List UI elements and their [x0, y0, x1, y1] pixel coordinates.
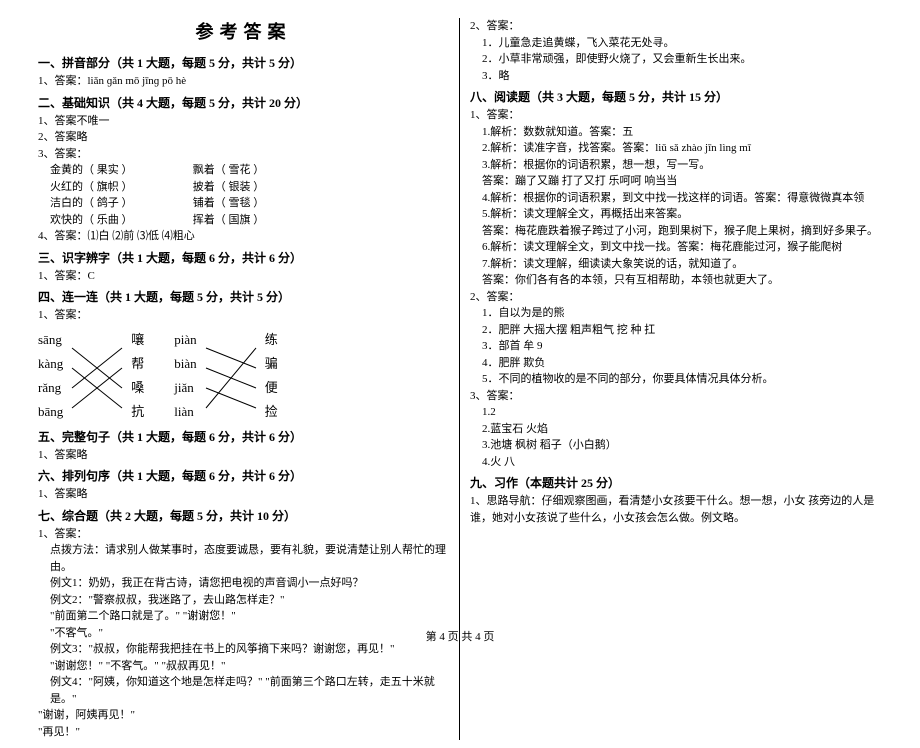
- para: 1.2: [470, 404, 882, 421]
- para: "谢谢您！" "不客气。" "叔叔再见！": [38, 658, 449, 675]
- para: 6.解析：读文理解全文，到文中找一找。答案：梅花鹿能过河，猴子能爬树: [470, 239, 882, 256]
- diagram-left-labels: sāng kàng rǎng bāng: [38, 328, 63, 424]
- para: 2．肥胖 大摇大摆 粗声粗气 挖 种 扛: [470, 322, 882, 339]
- para: 1．自以为是的熊: [470, 305, 882, 322]
- diagram-group-a: sāng kàng rǎng bāng 嚷 帮 嗓 抗: [38, 328, 144, 424]
- answer-line: 1、答案：C: [38, 268, 449, 285]
- para: 2．小草非常顽强，即使野火烧了，又会重新生长出来。: [470, 51, 882, 68]
- para: 7.解析：读文理解，细读读大象笑说的话，就知道了。: [470, 256, 882, 273]
- cross-lines-icon: [201, 336, 261, 416]
- para: 答案：梅花鹿跌着猴子跨过了小河，跑到果树下，猴子爬上果树，摘到好多果子。: [470, 223, 882, 240]
- section-3-head: 三、识字辨字（共 1 大题，每题 6 分，共计 6 分）: [38, 249, 449, 266]
- diagram-right-labels: 练 骗 便 捡: [265, 328, 278, 424]
- cell: 飘着（ 雪花 ）: [193, 164, 265, 176]
- para: 1．儿童急走追黄蝶，飞入菜花无处寻。: [470, 35, 882, 52]
- answer-line: 1、答案：: [38, 526, 449, 543]
- para: 4.解析：根据你的词语积累，到文中找一找这样的词语。答案：得意微微真本领: [470, 190, 882, 207]
- para: "谢谢，阿姨再见！": [38, 707, 449, 724]
- section-8-head: 八、阅读题（共 3 大题，每题 5 分，共计 15 分）: [470, 88, 882, 105]
- label: piàn: [174, 328, 196, 352]
- matching-diagram: sāng kàng rǎng bāng 嚷 帮 嗓 抗: [38, 328, 449, 424]
- section-2-head: 二、基础知识（共 4 大题，每题 5 分，共计 20 分）: [38, 94, 449, 111]
- para: "再见！": [38, 724, 449, 741]
- para: 1.解析：数数就知道。答案：五: [470, 124, 882, 141]
- para: 4．肥胖 欺负: [470, 355, 882, 372]
- para: 例文1：奶奶，我正在背古诗，请您把电视的声音调小一点好吗？: [38, 575, 449, 592]
- cell: 火红的（ 旗帜 ）: [50, 179, 190, 196]
- label: bāng: [38, 400, 63, 424]
- label: 嚷: [131, 328, 144, 352]
- label: liàn: [174, 400, 196, 424]
- section-9-head: 九、习作（本题共计 25 分）: [470, 474, 882, 491]
- section-7-head: 七、综合题（共 2 大题，每题 5 分，共计 10 分）: [38, 507, 449, 524]
- para: 3．略: [470, 68, 882, 85]
- answer-line: 2、答案略: [38, 129, 449, 146]
- answer-line: 1、答案：: [38, 307, 449, 324]
- label: 便: [265, 376, 278, 400]
- para: 答案：蹦了又蹦 打了又打 乐呵呵 响当当: [470, 173, 882, 190]
- answer-line: 2、答案：: [470, 18, 882, 35]
- para: 2.解析：读准字音，找答案。答案：liǔ sǎ zhào jīn lìng mī: [470, 140, 882, 157]
- answer-line: 1、答案：liǎn ɡǎn mō jīnɡ pō hè: [38, 73, 449, 90]
- para: 3.池塘 枫树 稻子（小白鹅）: [470, 437, 882, 454]
- answer-line: 1、答案略: [38, 447, 449, 464]
- label: 帮: [131, 352, 144, 376]
- para: 5.解析：读文理解全文，再概括出来答案。: [470, 206, 882, 223]
- para: 答案：你们各有各的本领，只有互相帮助，本领也就更大了。: [470, 272, 882, 289]
- answer-line: 3、答案：: [38, 146, 449, 163]
- label: 嗓: [131, 376, 144, 400]
- cell: 挥着（ 国旗 ）: [193, 214, 265, 226]
- cell: 披着（ 银装 ）: [193, 181, 265, 193]
- para: 4.火 八: [470, 454, 882, 471]
- para: 1、思路导航：仔细观察图画，看清楚小女孩要干什么。想一想，小女 孩旁边的人是谁，…: [470, 493, 882, 526]
- section-4-head: 四、连一连（共 1 大题，每题 5 分，共计 5 分）: [38, 288, 449, 305]
- para: 例文2："警察叔叔，我迷路了，去山路怎样走？": [38, 592, 449, 609]
- para: 3.解析：根据你的词语积累，想一想，写一写。: [470, 157, 882, 174]
- label: 骗: [265, 352, 278, 376]
- label: 练: [265, 328, 278, 352]
- cell: 铺着（ 雪毯 ）: [193, 197, 265, 209]
- para: 2.蓝宝石 火焰: [470, 421, 882, 438]
- label: 捡: [265, 400, 278, 424]
- label: sāng: [38, 328, 63, 352]
- table-row: 火红的（ 旗帜 ） 披着（ 银装 ）: [38, 179, 449, 196]
- para: 5．不同的植物收的是不同的部分，你要具体情况具体分析。: [470, 371, 882, 388]
- cell: 金黄的（ 果实 ）: [50, 162, 190, 179]
- diagram-group-b: piàn biàn jiǎn liàn 练 骗 便 捡: [174, 328, 277, 424]
- diagram-left-labels: piàn biàn jiǎn liàn: [174, 328, 196, 424]
- section-6-head: 六、排列句序（共 1 大题，每题 6 分，共计 6 分）: [38, 467, 449, 484]
- table-row: 金黄的（ 果实 ） 飘着（ 雪花 ）: [38, 162, 449, 179]
- cross-lines-icon: [67, 336, 127, 416]
- section-1-head: 一、拼音部分（共 1 大题，每题 5 分，共计 5 分）: [38, 54, 449, 71]
- label: kàng: [38, 352, 63, 376]
- table-row: 洁白的（ 鸽子 ） 铺着（ 雪毯 ）: [38, 195, 449, 212]
- answer-line: 1、答案不唯一: [38, 113, 449, 130]
- label: 抗: [131, 400, 144, 424]
- table-row: 欢快的（ 乐曲 ） 挥着（ 国旗 ）: [38, 212, 449, 229]
- label: jiǎn: [174, 376, 196, 400]
- page-footer: 第 4 页 共 4 页: [0, 628, 920, 644]
- answer-line: 1、答案略: [38, 486, 449, 503]
- answer-line: 2、答案：: [470, 289, 882, 306]
- cell: 欢快的（ 乐曲 ）: [50, 212, 190, 229]
- cell: 洁白的（ 鸽子 ）: [50, 195, 190, 212]
- para: "前面第二个路口就是了。" "谢谢您！": [38, 608, 449, 625]
- label: rǎng: [38, 376, 63, 400]
- answer-line: 3、答案：: [470, 388, 882, 405]
- diagram-right-labels: 嚷 帮 嗓 抗: [131, 328, 144, 424]
- para: 点拨方法：请求别人做某事时，态度要诚恳，要有礼貌，要说清楚让别人帮忙的理由。: [38, 542, 449, 575]
- page-title: 参考答案: [38, 18, 449, 44]
- para: 例文4："阿姨，你知道这个地是怎样走吗？" "前面第三个路口左转，走五十米就是。…: [38, 674, 449, 707]
- answer-line: 4、答案：⑴白 ⑵前 ⑶低 ⑷粗心: [38, 228, 449, 245]
- answer-line: 1、答案：: [470, 107, 882, 124]
- label: biàn: [174, 352, 196, 376]
- section-5-head: 五、完整句子（共 1 大题，每题 6 分，共计 6 分）: [38, 428, 449, 445]
- para: 3．部首 牟 9: [470, 338, 882, 355]
